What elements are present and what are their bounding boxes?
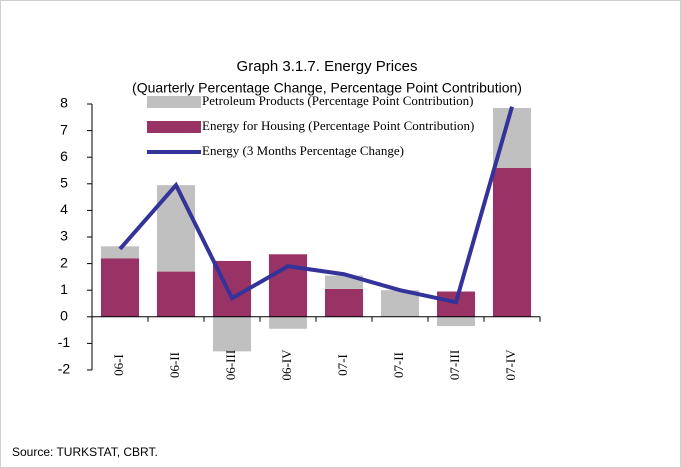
y-tick-label: 8 — [60, 95, 68, 111]
y-tick-label: 3 — [60, 228, 68, 244]
y-tick-label: 1 — [60, 281, 68, 297]
y-tick-label: 6 — [60, 148, 68, 164]
y-tick-label: 5 — [60, 175, 68, 191]
x-tick-label: 06-IV — [279, 349, 294, 381]
legend-label: Energy for Housing (Percentage Point Con… — [202, 118, 474, 133]
legend-swatch — [147, 121, 201, 133]
y-tick-label: 0 — [60, 308, 68, 324]
y-tick-label: 7 — [60, 121, 68, 137]
bar — [268, 254, 308, 317]
x-tick-label: 07-I — [335, 354, 350, 376]
legend-swatch — [147, 96, 201, 108]
bar — [100, 258, 140, 317]
bar — [492, 167, 532, 317]
source: Source: TURKSTAT, CBRT. — [12, 445, 158, 459]
bar — [436, 316, 476, 327]
y-tick-label: 2 — [60, 254, 68, 270]
x-tick-label: 07-II — [391, 352, 406, 378]
line — [118, 106, 514, 305]
x-tick-label: 07-III — [447, 350, 462, 380]
bar — [156, 271, 196, 317]
legend-label: Petroleum Products (Percentage Point Con… — [202, 93, 474, 108]
x-tick-label: 06-III — [223, 350, 238, 380]
bar — [100, 246, 140, 259]
chart-subtitle: (Quarterly Percentage Change, Percentage… — [132, 80, 522, 96]
bar — [212, 316, 252, 352]
bar — [268, 316, 308, 329]
y-tick-label: -1 — [58, 334, 71, 350]
x-tick-label: 06-II — [167, 352, 182, 378]
y-tick-label: -2 — [58, 361, 71, 377]
x-tick-label: 06-I — [111, 354, 126, 376]
legend-label: Energy (3 Months Percentage Change) — [202, 143, 404, 158]
y-tick-label: 4 — [60, 201, 68, 217]
bar — [324, 288, 364, 317]
x-tick-label: 07-IV — [503, 349, 518, 381]
chart-title: Graph 3.1.7. Energy Prices — [237, 58, 418, 75]
